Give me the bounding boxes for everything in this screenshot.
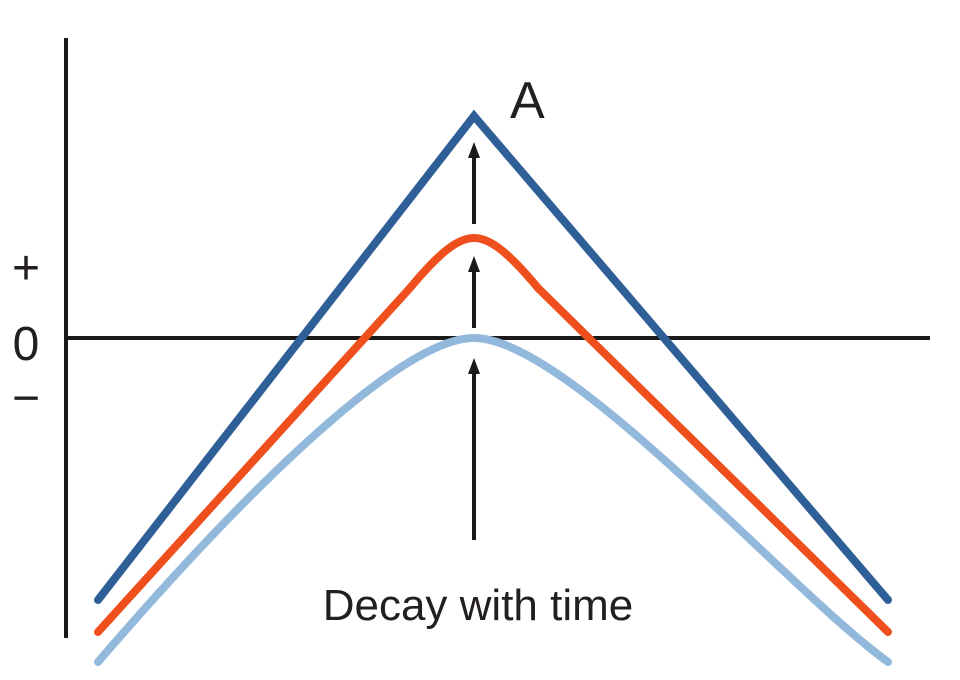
peak-label: A [510,72,545,130]
arrow-head-upper [468,142,480,158]
curve-fully-decayed [94,333,892,666]
zero-label: 0 [13,318,40,371]
arrow-head-lower [468,358,480,374]
decay-with-time-label: Decay with time [323,581,634,630]
decay-arrows [468,142,480,540]
curve-decayed [94,234,892,636]
curve-sharp-peak [94,109,892,604]
plus-label: + [12,242,40,295]
minus-label: − [12,372,40,425]
arrow-head-middle [468,256,480,272]
